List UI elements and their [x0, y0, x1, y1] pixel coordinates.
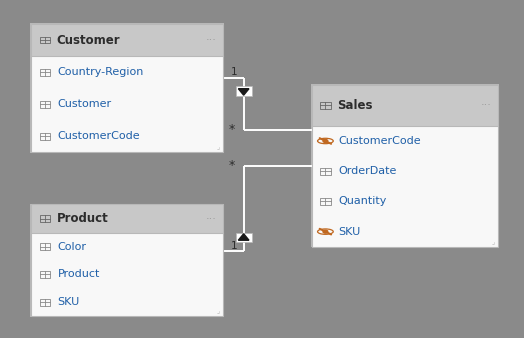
Text: ···: ··· [481, 100, 492, 110]
Bar [40, 271, 50, 278]
Text: CustomerCode: CustomerCode [338, 136, 421, 146]
Text: Sales: Sales [337, 99, 373, 112]
Polygon shape [238, 234, 249, 240]
Bar [31, 56, 223, 152]
Bar [320, 198, 331, 205]
Text: Customer: Customer [58, 99, 112, 109]
Text: 1: 1 [231, 241, 237, 251]
Bar [40, 215, 50, 222]
Text: *: * [229, 123, 235, 137]
Text: Quantity: Quantity [338, 196, 386, 207]
Bar [30, 204, 224, 317]
Text: ···: ··· [206, 214, 216, 224]
Bar [31, 24, 223, 56]
Text: ⌟: ⌟ [217, 144, 220, 150]
Bar [40, 133, 50, 140]
Bar [236, 87, 252, 96]
Text: ⌟: ⌟ [492, 239, 495, 245]
Bar [30, 23, 224, 153]
Text: ···: ··· [206, 35, 216, 45]
Bar [31, 24, 223, 152]
Bar [320, 168, 331, 175]
Text: Customer: Customer [57, 33, 120, 47]
Bar [311, 84, 499, 247]
Bar [312, 84, 498, 247]
Bar [40, 299, 50, 306]
Text: OrderDate: OrderDate [338, 166, 396, 176]
Circle shape [323, 230, 328, 233]
Text: Country-Region: Country-Region [58, 67, 144, 77]
Text: SKU: SKU [338, 227, 360, 237]
Text: CustomerCode: CustomerCode [58, 131, 140, 141]
Text: SKU: SKU [58, 297, 80, 307]
Text: Color: Color [58, 242, 86, 252]
Text: *: * [229, 159, 235, 172]
Bar [312, 126, 498, 247]
Text: Product: Product [57, 212, 108, 225]
Bar [31, 204, 223, 233]
Polygon shape [238, 89, 249, 95]
Bar [40, 101, 50, 107]
Bar [312, 84, 498, 126]
Bar [40, 243, 50, 250]
Bar [40, 69, 50, 76]
Text: Product: Product [58, 269, 100, 280]
Text: ⌟: ⌟ [217, 308, 220, 314]
Bar [40, 37, 50, 43]
Bar [320, 102, 331, 108]
Bar [236, 233, 252, 242]
Bar [31, 204, 223, 316]
Text: 1: 1 [231, 67, 237, 77]
Circle shape [323, 140, 328, 143]
Bar [31, 233, 223, 316]
